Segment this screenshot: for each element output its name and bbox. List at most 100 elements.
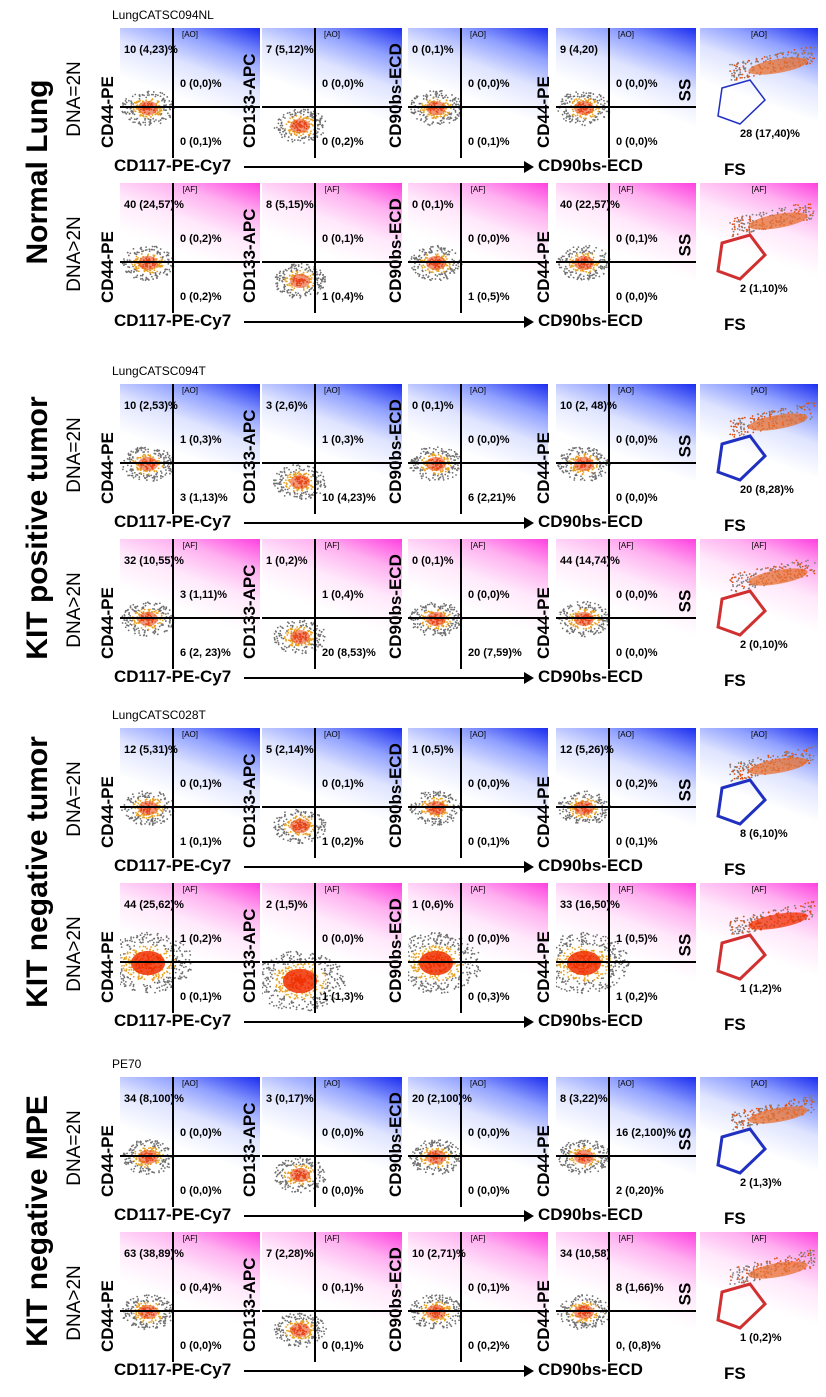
quadrant-top-left: 7 (2,28)% bbox=[266, 1248, 314, 1260]
quadrant-bottom-right: 0 (0,0)% bbox=[616, 291, 658, 303]
quadrant-top-right: 0 (0,2)% bbox=[180, 233, 222, 245]
quadrant-top-left: 3 (0,17)% bbox=[266, 1093, 314, 1105]
quadrant-h-line bbox=[556, 961, 696, 963]
y-axis-label: CD44-PE bbox=[98, 776, 118, 848]
dot-plot: [AF]8 (5,15)%0 (0,1)%1 (0,4)% bbox=[262, 183, 402, 313]
x-axis-arrow-line bbox=[244, 677, 528, 679]
fs-ss-gate-plot: [AO]28 (17,40)% bbox=[700, 28, 818, 158]
quadrant-top-left: 3 (2,6)% bbox=[266, 400, 308, 412]
quadrant-v-line bbox=[314, 183, 316, 313]
quadrant-top-left: 33 (16,50)% bbox=[560, 899, 620, 911]
quadrant-bottom-right: 0 (0,1)% bbox=[322, 1340, 364, 1352]
quadrant-bottom-right: 1 (0,2)% bbox=[616, 991, 658, 1003]
quadrant-top-right: 0 (0,1)% bbox=[322, 233, 364, 245]
quadrant-h-line bbox=[556, 1310, 696, 1312]
gate-value: 8 (6,10)% bbox=[740, 828, 788, 840]
quadrant-h-line bbox=[408, 617, 548, 619]
quadrant-top-right: 0 (0,0)% bbox=[468, 78, 510, 90]
y-axis-label: CD44-PE bbox=[98, 1280, 118, 1352]
quadrant-h-line bbox=[408, 1310, 548, 1312]
quadrant-v-line bbox=[314, 1077, 316, 1207]
quadrant-v-line bbox=[608, 1077, 610, 1207]
dna-label: DNA=2N bbox=[64, 739, 86, 859]
fs-axis-label: FS bbox=[724, 1364, 746, 1384]
quadrant-bottom-right: 0, (0,8)% bbox=[616, 1340, 661, 1352]
quadrant-top-right: 0 (0,0)% bbox=[322, 1127, 364, 1139]
sample-id: LungCATSC094NL bbox=[112, 8, 214, 22]
quadrant-h-line bbox=[556, 462, 696, 464]
y-axis-label: CD133-APC bbox=[240, 909, 260, 1003]
y-axis-label: CD133-APC bbox=[240, 1258, 260, 1352]
y-axis-label: CD44-PE bbox=[534, 1280, 554, 1352]
quadrant-top-right: 0 (0,0)% bbox=[180, 1127, 222, 1139]
quadrant-v-line bbox=[314, 728, 316, 858]
quadrant-top-left: 32 (10,55)% bbox=[124, 555, 184, 567]
dot-plot: [AO]20 (2,100)%0 (0,0)%0 (0,0)% bbox=[408, 1077, 548, 1207]
fs-ss-gate-plot: [AF]2 (1,10)% bbox=[700, 183, 818, 313]
quadrant-bottom-right: 0 (0,0)% bbox=[616, 647, 658, 659]
quadrant-top-left: 9 (4,20) bbox=[560, 44, 598, 56]
ss-axis-label: SS bbox=[675, 590, 695, 613]
dna-label: DNA>2N bbox=[64, 1243, 86, 1363]
dot-plot: [AO]3 (2,6)%1 (0,3)%10 (4,23)% bbox=[262, 384, 402, 514]
fs-ss-gate-plot: [AO]8 (6,10)% bbox=[700, 728, 818, 858]
quadrant-v-line bbox=[460, 883, 462, 1013]
quadrant-bottom-right: 1 (1,3)% bbox=[322, 991, 364, 1003]
dot-plot: [AF]2 (1,5)%0 (0,0)%1 (1,3)% bbox=[262, 883, 402, 1013]
group-label: KIT negative MPE bbox=[21, 1061, 55, 1381]
quadrant-bottom-right: 0 (0,1)% bbox=[616, 836, 658, 848]
fs-ss-gate-plot: [AO]20 (8,28)% bbox=[700, 384, 818, 514]
x-axis-arrow-line bbox=[244, 866, 528, 868]
quadrant-top-left: 20 (2,100)% bbox=[412, 1093, 472, 1105]
quadrant-h-line bbox=[262, 1310, 402, 1312]
quadrant-top-right: 0 (0,0)% bbox=[468, 589, 510, 601]
quadrant-v-line bbox=[460, 728, 462, 858]
quadrant-bottom-right: 0 (0,3)% bbox=[468, 991, 510, 1003]
quadrant-top-left: 63 (38,89)% bbox=[124, 1248, 184, 1260]
quadrant-bottom-right: 2 (0,20)% bbox=[616, 1185, 664, 1197]
quadrant-top-right: 0 (0,0)% bbox=[468, 933, 510, 945]
quadrant-v-line bbox=[314, 28, 316, 158]
quadrant-top-right: 0 (0,2)% bbox=[616, 778, 658, 790]
quadrant-top-right: 0 (0,0)% bbox=[468, 1127, 510, 1139]
dot-plot: [AF]44 (25,62)%1 (0,2)%0 (0,1)% bbox=[120, 883, 260, 1013]
quadrant-top-right: 0 (0,0)% bbox=[468, 233, 510, 245]
quadrant-top-left: 0 (0,1)% bbox=[412, 555, 454, 567]
x-axis-label-left: CD117-PE-Cy7 bbox=[114, 1205, 231, 1225]
quadrant-h-line bbox=[262, 617, 402, 619]
fs-ss-gate-plot: [AF]2 (0,10)% bbox=[700, 539, 818, 669]
quadrant-top-right: 0 (0,0)% bbox=[468, 778, 510, 790]
dna-label: DNA>2N bbox=[64, 550, 86, 670]
gate-value: 20 (8,28)% bbox=[740, 484, 794, 496]
quadrant-bottom-right: 0 (0,1)% bbox=[180, 136, 222, 148]
group-label: Normal Lung bbox=[21, 12, 55, 332]
quadrant-top-right: 0 (0,0)% bbox=[322, 78, 364, 90]
x-axis-label-right: CD90bs-ECD bbox=[538, 512, 643, 532]
quadrant-top-left: 0 (0,1)% bbox=[412, 44, 454, 56]
y-axis-label: CD44-PE bbox=[98, 432, 118, 504]
y-axis-label: CD44-PE bbox=[534, 231, 554, 303]
x-axis-arrow-line bbox=[244, 1021, 528, 1023]
fs-ss-gate-plot: [AO]2 (1,3)% bbox=[700, 1077, 818, 1207]
dna-label: DNA=2N bbox=[64, 39, 86, 159]
quadrant-top-left: 34 (10,58) bbox=[560, 1248, 610, 1260]
quadrant-h-line bbox=[556, 106, 696, 108]
y-axis-label: CD90bs-ECD bbox=[386, 1247, 406, 1352]
gate-value: 2 (1,3)% bbox=[740, 1177, 782, 1189]
quadrant-bottom-right: 0 (0,2)% bbox=[468, 1340, 510, 1352]
quadrant-h-line bbox=[262, 462, 402, 464]
quadrant-top-right: 0 (0,0)% bbox=[616, 434, 658, 446]
fs-axis-label: FS bbox=[724, 315, 746, 335]
ss-axis-label: SS bbox=[675, 779, 695, 802]
quadrant-top-right: 0 (0,0)% bbox=[468, 434, 510, 446]
quadrant-v-line bbox=[460, 28, 462, 158]
quadrant-v-line bbox=[314, 384, 316, 514]
y-axis-label: CD44-PE bbox=[98, 931, 118, 1003]
gate-value: 1 (0,2)% bbox=[740, 1332, 782, 1344]
dot-plot: [AF]0 (0,1)%0 (0,0)%1 (0,5)% bbox=[408, 183, 548, 313]
y-axis-label: CD44-PE bbox=[534, 776, 554, 848]
quadrant-h-line bbox=[120, 106, 260, 108]
x-axis-label-left: CD117-PE-Cy7 bbox=[114, 856, 231, 876]
